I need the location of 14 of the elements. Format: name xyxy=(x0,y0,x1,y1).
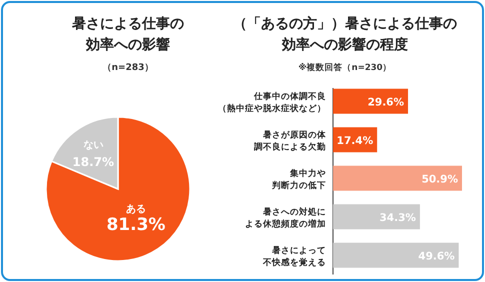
data-label: 50.9% xyxy=(422,173,458,186)
chart-subtitle: ※複数回答（n=230） xyxy=(298,62,392,73)
data-label: 17.4% xyxy=(336,134,374,147)
y-tick-label: 暑さが原因の体調不良による欠勤 xyxy=(254,129,327,152)
data-label: 81.3% xyxy=(106,214,166,235)
y-tick-label: 集中力や判断力の低下 xyxy=(271,168,326,191)
y-tick-label: 仕事中の体調不良（熱中症や脱水症状など） xyxy=(218,90,326,114)
slice-label: ある xyxy=(126,204,146,215)
chart-subtitle: （n=283） xyxy=(102,63,154,73)
y-tick-label: 暑さによって不快感を覚える xyxy=(262,244,326,268)
data-label: 29.6% xyxy=(368,96,404,108)
y-tick-label: 暑さへの対処による休憩頻度の増加 xyxy=(245,206,326,230)
chart-title: 暑さによる仕事の効率への影響 xyxy=(71,16,184,53)
chart-title: （「あるの方」）暑さによる仕事の効率への影響の程度 xyxy=(233,15,457,53)
